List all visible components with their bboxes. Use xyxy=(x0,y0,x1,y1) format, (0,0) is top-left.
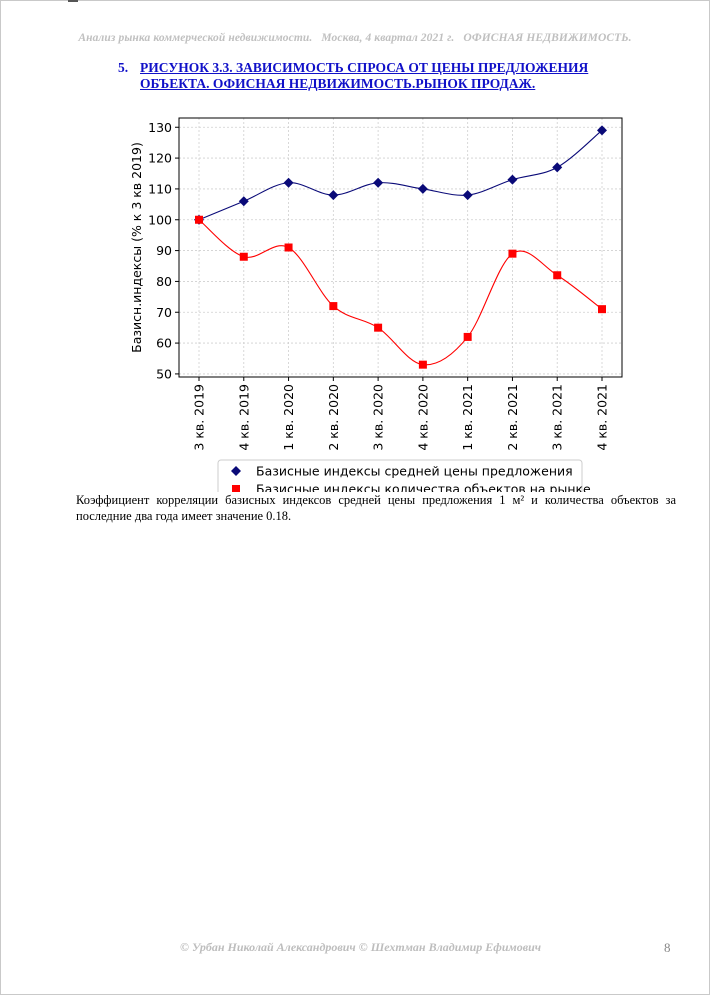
series-2-point xyxy=(195,215,203,224)
series-1-point xyxy=(462,190,473,201)
header-part-2: Москва, 4 квартал 2021 г. xyxy=(321,32,455,44)
y-tick-label: 120 xyxy=(148,151,172,166)
y-tick-label: 100 xyxy=(148,212,172,227)
figure-title-text: РИСУНОК 3.3. ЗАВИСИМОСТЬ СПРОСА ОТ ЦЕНЫ … xyxy=(140,60,589,91)
plot-frame xyxy=(178,117,623,378)
x-tick-label: 4 кв. 2021 xyxy=(595,384,610,451)
x-tick-label: 2 кв. 2020 xyxy=(326,384,341,451)
legend-box xyxy=(217,459,583,492)
series-line-1 xyxy=(198,129,603,221)
legend-marker-1 xyxy=(231,466,241,476)
x-tick-label: 2 кв. 2021 xyxy=(505,384,520,451)
series-2-point xyxy=(329,302,338,311)
series-2-point xyxy=(508,249,517,258)
x-tick-label: 4 кв. 2019 xyxy=(236,384,251,451)
series-2-point xyxy=(284,243,293,252)
series-2-point xyxy=(418,360,427,369)
y-tick-label: 50 xyxy=(156,366,172,381)
y-tick-label: 130 xyxy=(148,120,172,135)
series-line-2 xyxy=(198,219,603,366)
header-part-3: ОФИСНАЯ НЕДВИЖИМОСТЬ. xyxy=(463,32,632,44)
corner-mark xyxy=(68,0,78,2)
series-2-point xyxy=(374,323,383,332)
series-2-point xyxy=(598,305,606,314)
series-1-point xyxy=(552,162,563,173)
y-tick-label: 80 xyxy=(156,274,172,289)
series-1-point xyxy=(283,177,294,188)
x-tick-label: 3 кв. 2021 xyxy=(550,384,565,451)
x-tick-label: 1 кв. 2021 xyxy=(460,384,475,451)
series-2-point xyxy=(463,332,472,341)
page-number: 8 xyxy=(664,940,671,955)
series-1-point xyxy=(597,125,607,136)
series-2-point xyxy=(239,252,248,261)
series-1-point xyxy=(417,183,428,194)
series-1-point xyxy=(328,190,339,201)
y-tick-label: 60 xyxy=(156,336,172,351)
line-chart: 50 60 70 80 90 100 110 120 130 3 кв. 2019 4 кв. 20… xyxy=(129,117,623,496)
y-tick-label: 70 xyxy=(156,305,172,320)
correlation-paragraph: Коэффициент корреляции базисных индексов… xyxy=(76,493,676,523)
legend-label-1: Базисные индексы средней цены предложени… xyxy=(256,464,573,479)
x-tick-label: 3 кв. 2019 xyxy=(192,384,207,451)
y-tick-label: 90 xyxy=(156,243,172,258)
series-1-point xyxy=(373,177,384,188)
x-tick-label: 1 кв. 2020 xyxy=(281,384,296,451)
series-1-point xyxy=(507,174,518,185)
footer-authors: © Урбан Николай Александрович © Шехтман … xyxy=(180,940,542,954)
x-tick-label: 4 кв. 2020 xyxy=(415,384,430,451)
y-axis-label: Базисн.индексы (% к 3 кв 2019) xyxy=(129,142,144,353)
series-2-point xyxy=(553,271,562,280)
header-part-1: Анализ рынка коммерческой недвижимости. xyxy=(78,32,313,44)
figure-number: 5. xyxy=(118,60,129,75)
legend-marker-2 xyxy=(232,485,240,492)
page-header: Анализ рынка коммерческой недвижимости. … xyxy=(0,32,710,44)
x-tick-label: 3 кв. 2020 xyxy=(371,384,386,451)
chart-legend: Базисные индексы средней цены предложени… xyxy=(217,459,591,496)
series-1-point xyxy=(238,196,249,207)
legend-label-2: Базисные индексы количества объектов на … xyxy=(256,482,591,496)
plot-area xyxy=(179,118,622,377)
y-tick-label: 110 xyxy=(148,181,172,196)
